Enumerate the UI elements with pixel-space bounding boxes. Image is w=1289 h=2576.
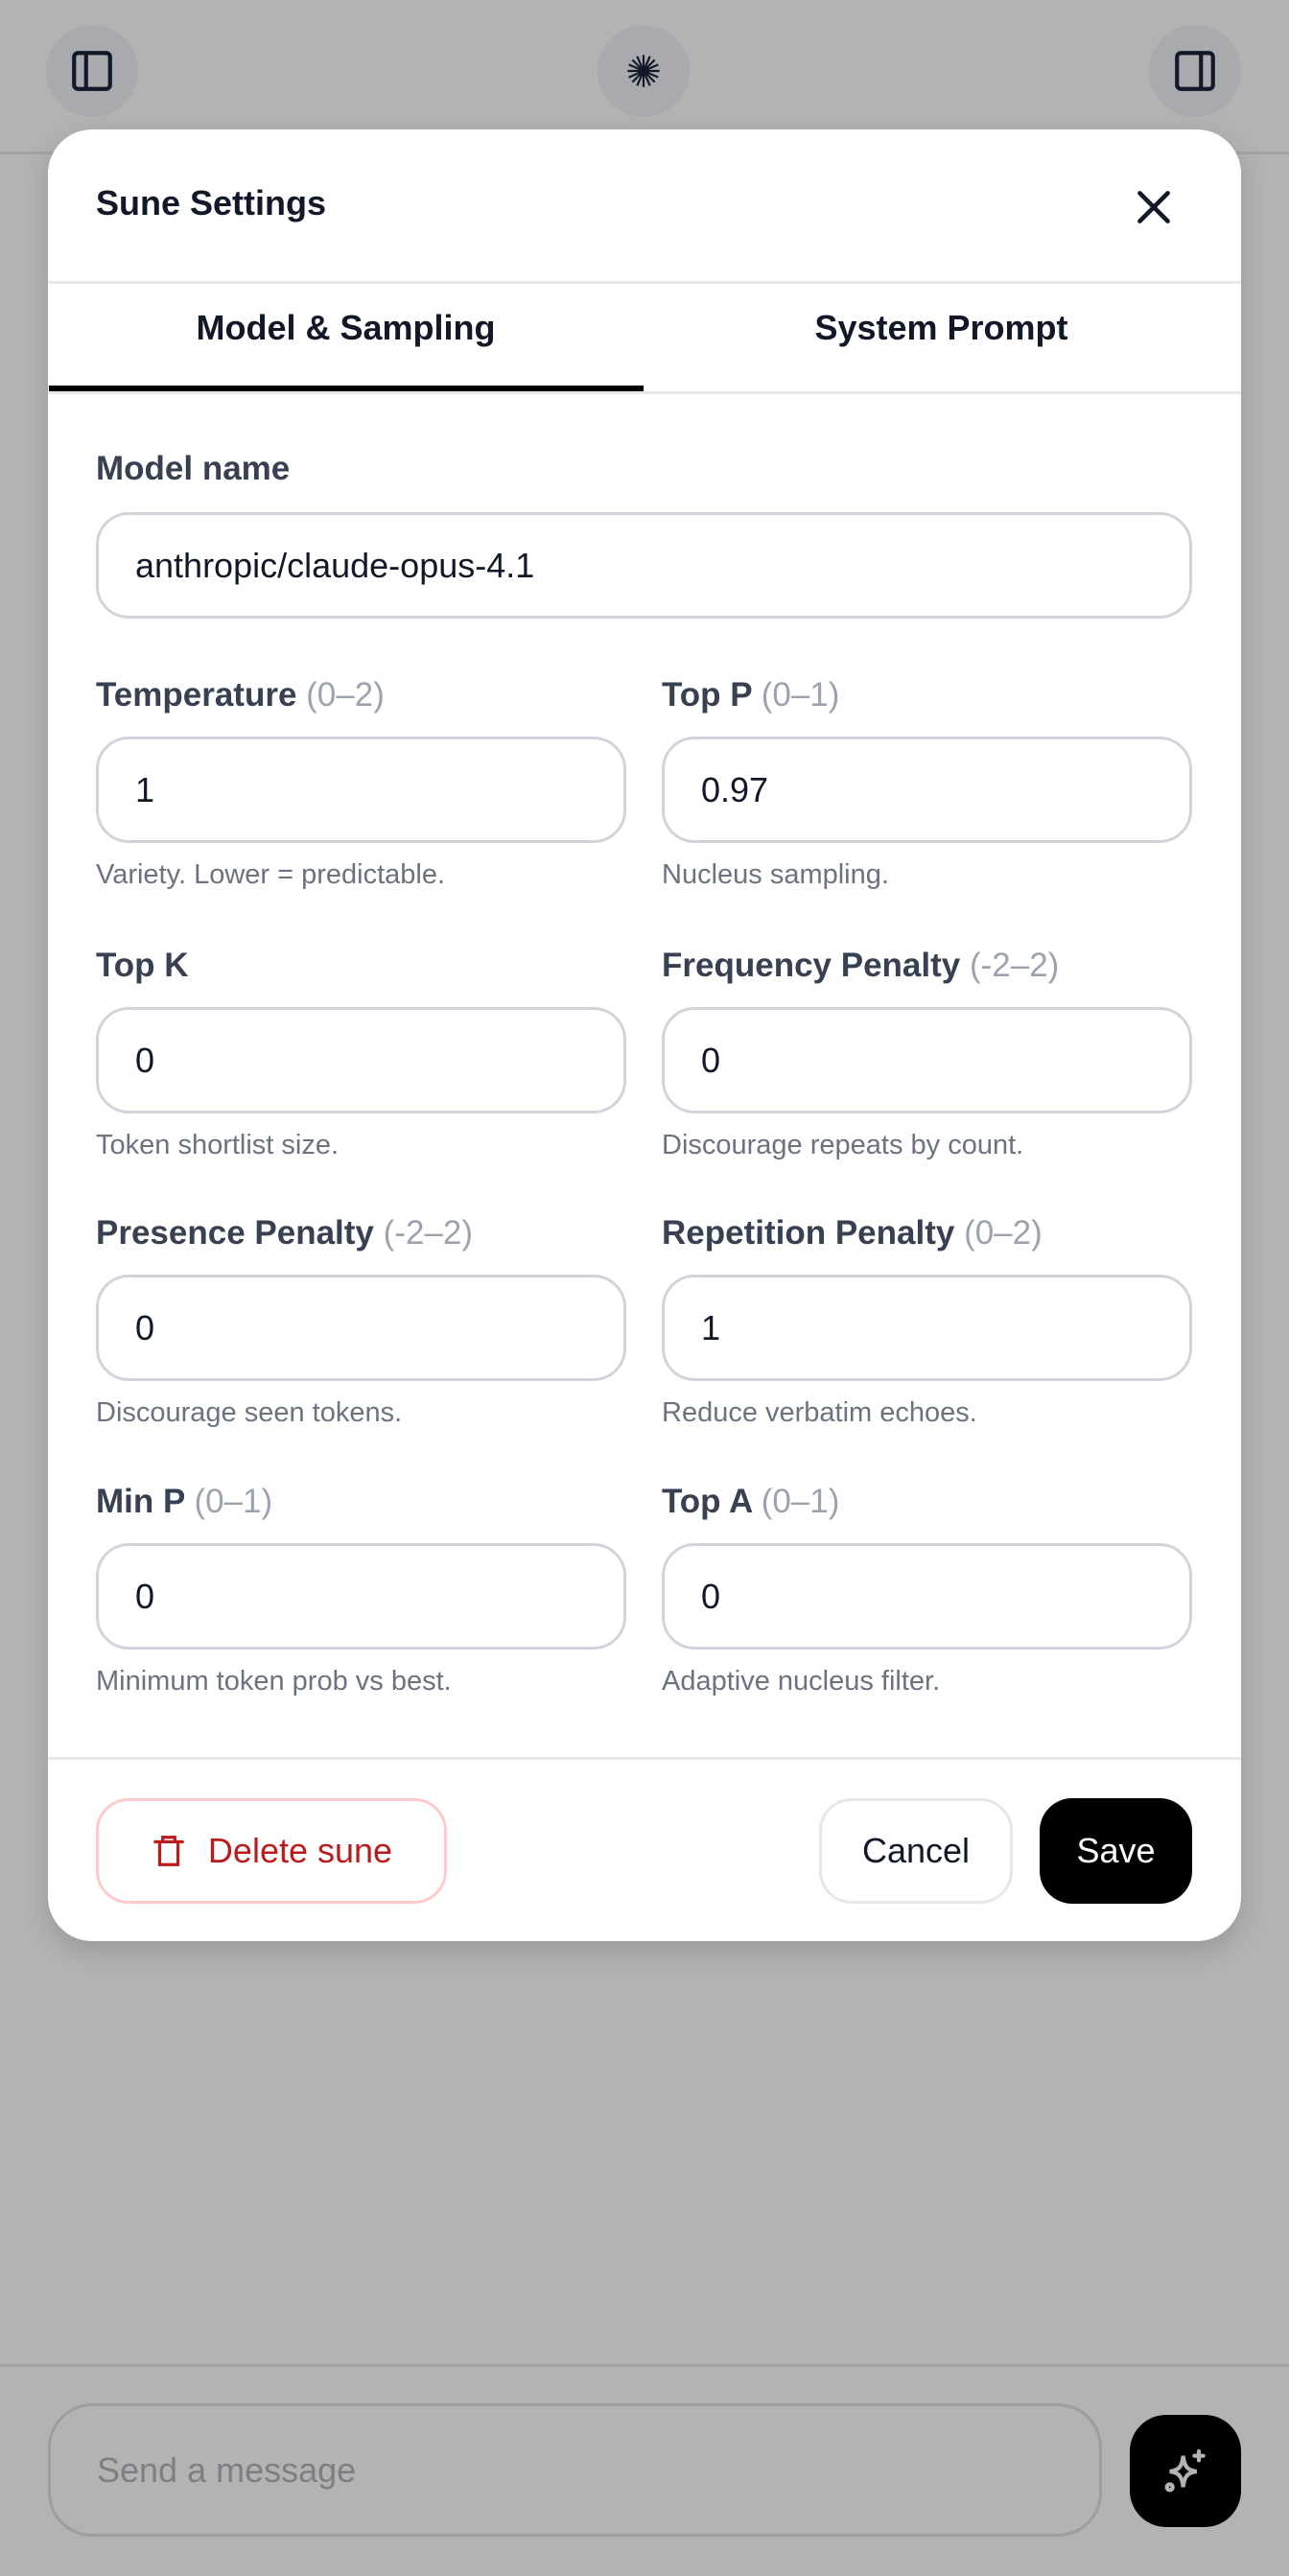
delete-sune-button[interactable]: Delete sune bbox=[96, 1798, 447, 1904]
field-range: (0–1) bbox=[194, 1483, 273, 1520]
field-range: (-2–2) bbox=[969, 947, 1060, 984]
sidebar-left-icon bbox=[72, 51, 112, 91]
top-p-input[interactable]: 0.97 bbox=[662, 737, 1192, 843]
field-label-text: Top A bbox=[662, 1483, 752, 1520]
toggle-right-sidebar-button[interactable] bbox=[1149, 25, 1241, 117]
field-range: (0–2) bbox=[964, 1214, 1043, 1252]
top-p-help: Nucleus sampling. bbox=[662, 859, 889, 890]
field-label-text: Temperature bbox=[96, 676, 297, 714]
field-range: (0–2) bbox=[306, 676, 385, 714]
starburst-logo-icon bbox=[627, 55, 660, 87]
close-icon bbox=[1137, 191, 1170, 223]
toggle-left-sidebar-button[interactable] bbox=[46, 25, 138, 117]
close-button[interactable] bbox=[1130, 183, 1178, 231]
temperature-help: Variety. Lower = predictable. bbox=[96, 859, 446, 890]
sidebar-right-icon bbox=[1175, 51, 1215, 91]
tab-system-prompt[interactable]: System Prompt bbox=[814, 308, 1068, 347]
message-input[interactable]: Send a message bbox=[48, 2403, 1102, 2537]
divider bbox=[48, 281, 1241, 284]
top-p-label: Top P (0–1) bbox=[662, 676, 839, 714]
field-label-text: Presence Penalty bbox=[96, 1214, 374, 1252]
frequency-penalty-label: Frequency Penalty (-2–2) bbox=[662, 947, 1059, 985]
frequency-penalty-input[interactable]: 0 bbox=[662, 1007, 1192, 1113]
logo-button[interactable] bbox=[598, 25, 690, 117]
top-a-input[interactable]: 0 bbox=[662, 1543, 1192, 1650]
repetition-penalty-label: Repetition Penalty (0–2) bbox=[662, 1214, 1043, 1253]
min-p-input[interactable]: 0 bbox=[96, 1543, 626, 1650]
field-label-text: Frequency Penalty bbox=[662, 947, 961, 984]
field-label-text: Repetition Penalty bbox=[662, 1214, 955, 1252]
footer-divider bbox=[48, 1757, 1241, 1760]
divider bbox=[48, 391, 1241, 394]
save-button[interactable]: Save bbox=[1040, 1798, 1192, 1904]
message-placeholder: Send a message bbox=[97, 2449, 357, 2490]
top-k-input[interactable]: 0 bbox=[96, 1007, 626, 1113]
presence-penalty-input[interactable]: 0 bbox=[96, 1275, 626, 1381]
temperature-label: Temperature (0–2) bbox=[96, 676, 385, 714]
model-name-input[interactable]: anthropic/claude-opus-4.1 bbox=[96, 512, 1192, 619]
tab-model-sampling[interactable]: Model & Sampling bbox=[196, 308, 496, 347]
trash-icon bbox=[153, 1836, 184, 1866]
top-a-help: Adaptive nucleus filter. bbox=[662, 1666, 941, 1697]
settings-modal: Sune Settings Model & Sampling System Pr… bbox=[48, 129, 1241, 1941]
top-k-help: Token shortlist size. bbox=[96, 1130, 340, 1160]
presence-penalty-help: Discourage seen tokens. bbox=[96, 1397, 403, 1428]
repetition-penalty-input[interactable]: 1 bbox=[662, 1275, 1192, 1381]
top-a-label: Top A (0–1) bbox=[662, 1483, 839, 1521]
temperature-input[interactable]: 1 bbox=[96, 737, 626, 843]
field-range: (0–1) bbox=[761, 676, 840, 714]
frequency-penalty-help: Discourage repeats by count. bbox=[662, 1130, 1024, 1160]
sparkles-icon bbox=[1164, 2448, 1206, 2492]
field-label-text: Top P bbox=[662, 676, 752, 714]
field-range: (0–1) bbox=[761, 1483, 840, 1520]
top-k-label: Top K bbox=[96, 947, 189, 985]
repetition-penalty-help: Reduce verbatim echoes. bbox=[662, 1397, 977, 1428]
send-button[interactable] bbox=[1130, 2415, 1241, 2527]
field-label-text: Min P bbox=[96, 1483, 185, 1520]
min-p-label: Min P (0–1) bbox=[96, 1483, 272, 1521]
active-tab-indicator bbox=[49, 386, 644, 391]
model-name-label: Model name bbox=[96, 450, 291, 487]
delete-sune-label: Delete sune bbox=[207, 1831, 393, 1870]
cancel-button[interactable]: Cancel bbox=[819, 1798, 1013, 1904]
min-p-help: Minimum token prob vs best. bbox=[96, 1666, 452, 1697]
composer-divider bbox=[0, 2364, 1289, 2367]
field-label-text: Top K bbox=[96, 947, 189, 984]
presence-penalty-label: Presence Penalty (-2–2) bbox=[96, 1214, 473, 1253]
field-range: (-2–2) bbox=[383, 1214, 474, 1252]
modal-title: Sune Settings bbox=[96, 183, 327, 222]
